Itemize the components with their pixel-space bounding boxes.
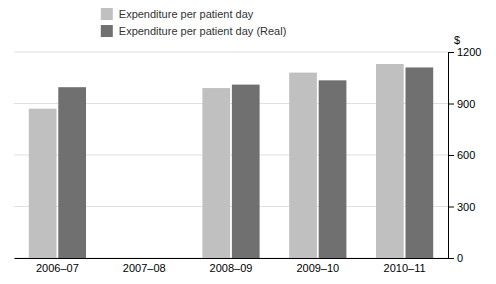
x-axis: 2006–07 2007–08 2008–09 2009–10 2010–11 — [15, 258, 449, 274]
y-tick-mark — [448, 207, 454, 208]
y-tick-mark — [448, 258, 454, 259]
y-tick-label: 600 — [457, 149, 475, 161]
legend: Expenditure per patient day Expenditure p… — [101, 8, 287, 37]
chart: 2006–07 2007–08 2008–09 2009–10 2010–11 0 300 6… — [0, 0, 496, 284]
legend-label: Expenditure per patient day (Real) — [119, 25, 287, 37]
bar — [202, 88, 230, 258]
legend-swatch — [101, 8, 113, 20]
grid-line — [14, 52, 448, 53]
y-tick: 300 — [448, 201, 475, 213]
y-tick: 0 — [448, 252, 463, 264]
bar-series — [58, 67, 433, 258]
bar — [29, 109, 57, 258]
y-axis: 0 300 600 900 1200 — [448, 46, 481, 264]
y-tick: 900 — [448, 98, 475, 110]
y-tick-label: 0 — [457, 252, 463, 264]
x-axis-line — [15, 258, 449, 259]
x-tick-label: 2008–09 — [210, 262, 253, 274]
y-tick-label: 1200 — [457, 46, 481, 58]
bar — [116, 258, 144, 259]
y-tick-label: 300 — [457, 201, 475, 213]
x-tick-label: 2010–11 — [384, 262, 426, 274]
plot: 2006–07 2007–08 2008–09 2009–10 2010–11 0 300 6… — [14, 34, 481, 274]
x-tick: 2008–09 — [210, 258, 253, 274]
x-tick-label: 2007–08 — [123, 262, 166, 274]
x-tick: 2010–11 — [384, 258, 426, 274]
y-axis-label: $ — [454, 34, 460, 46]
bar — [376, 64, 404, 258]
bar — [145, 258, 173, 259]
legend-swatch — [101, 25, 113, 37]
y-tick: 1200 — [448, 46, 481, 58]
x-tick: 2007–08 — [123, 258, 166, 274]
bar-series — [29, 64, 404, 258]
x-tick-label: 2009–10 — [296, 262, 339, 274]
y-tick: 600 — [448, 149, 475, 161]
x-tick: 2006–07 — [36, 258, 79, 274]
legend-label: Expenditure per patient day — [119, 8, 254, 20]
bar — [58, 87, 86, 258]
bar — [319, 80, 347, 258]
y-tick-mark — [448, 104, 454, 105]
y-tick-mark — [448, 155, 454, 156]
x-tick-label: 2006–07 — [36, 262, 79, 274]
bar — [289, 73, 317, 258]
bar — [405, 67, 433, 258]
y-tick-label: 900 — [457, 98, 475, 110]
legend-item: Expenditure per patient day (Real) — [101, 25, 287, 37]
grid — [14, 52, 448, 258]
legend-item: Expenditure per patient day — [101, 8, 254, 20]
x-tick: 2009–10 — [296, 258, 339, 274]
y-tick-mark — [448, 52, 454, 53]
bar — [232, 85, 260, 258]
bars — [29, 64, 433, 258]
